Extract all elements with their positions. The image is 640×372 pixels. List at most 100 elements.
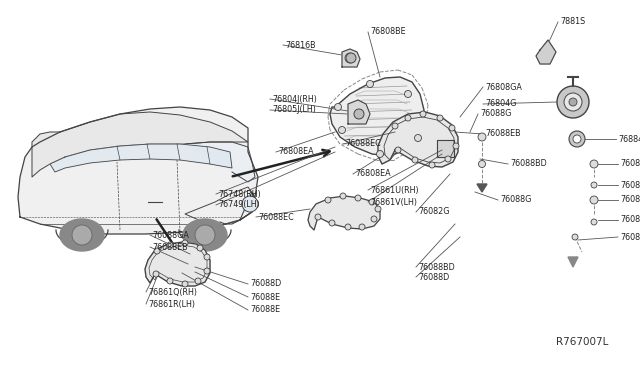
Polygon shape xyxy=(477,184,487,192)
Circle shape xyxy=(182,281,188,287)
Text: 76088D: 76088D xyxy=(620,232,640,241)
Polygon shape xyxy=(32,112,248,177)
Circle shape xyxy=(346,53,356,63)
Text: R767007L: R767007L xyxy=(556,337,609,347)
Polygon shape xyxy=(183,219,227,251)
Polygon shape xyxy=(185,142,255,182)
Polygon shape xyxy=(536,40,556,64)
Text: 76816B: 76816B xyxy=(285,41,316,49)
Text: 76861R(LH): 76861R(LH) xyxy=(148,299,195,308)
Circle shape xyxy=(478,133,486,141)
Circle shape xyxy=(354,109,364,119)
Circle shape xyxy=(590,160,598,168)
Polygon shape xyxy=(342,49,360,67)
Circle shape xyxy=(591,219,597,225)
Text: 76884J: 76884J xyxy=(618,135,640,144)
Polygon shape xyxy=(18,107,258,234)
Text: 76088E: 76088E xyxy=(250,305,280,314)
Circle shape xyxy=(569,131,585,147)
Circle shape xyxy=(376,151,383,157)
Text: 76804J(RH): 76804J(RH) xyxy=(272,94,317,103)
Circle shape xyxy=(412,157,418,163)
Circle shape xyxy=(367,80,374,87)
Polygon shape xyxy=(308,196,380,230)
Circle shape xyxy=(359,224,365,230)
Circle shape xyxy=(420,111,426,117)
Circle shape xyxy=(445,156,451,162)
Text: 76808GA: 76808GA xyxy=(485,83,522,92)
Circle shape xyxy=(573,135,581,143)
Circle shape xyxy=(345,224,351,230)
Polygon shape xyxy=(330,77,424,156)
Circle shape xyxy=(72,225,92,245)
Text: 76088BD: 76088BD xyxy=(510,160,547,169)
Text: 76861Q(RH): 76861Q(RH) xyxy=(148,288,197,296)
Circle shape xyxy=(195,225,215,245)
Circle shape xyxy=(392,123,398,129)
Text: 76088EC: 76088EC xyxy=(345,140,381,148)
Text: 76749(LH): 76749(LH) xyxy=(218,201,260,209)
Text: 76082G: 76082G xyxy=(620,160,640,169)
Text: 76088G: 76088G xyxy=(500,196,531,205)
Circle shape xyxy=(415,135,422,141)
Circle shape xyxy=(242,196,258,212)
Circle shape xyxy=(167,242,173,248)
Polygon shape xyxy=(348,100,370,124)
Circle shape xyxy=(339,126,346,134)
Text: 76861U(RH): 76861U(RH) xyxy=(370,186,419,195)
Circle shape xyxy=(369,199,375,205)
Polygon shape xyxy=(437,140,454,157)
Circle shape xyxy=(590,196,598,204)
Circle shape xyxy=(375,206,381,212)
Circle shape xyxy=(182,240,188,246)
Text: 76088BD: 76088BD xyxy=(418,263,455,272)
Text: 76088G: 76088G xyxy=(480,109,511,119)
Circle shape xyxy=(429,162,435,168)
Text: 76861V(LH): 76861V(LH) xyxy=(370,198,417,206)
Text: 76808BE: 76808BE xyxy=(370,28,406,36)
Text: 76088B: 76088B xyxy=(620,180,640,189)
Text: 76088GA: 76088GA xyxy=(152,231,189,240)
Polygon shape xyxy=(60,219,104,251)
Text: 76088E: 76088E xyxy=(250,292,280,301)
Circle shape xyxy=(154,248,160,254)
Text: 76804G: 76804G xyxy=(485,99,516,109)
Text: 76808EA: 76808EA xyxy=(355,170,390,179)
Circle shape xyxy=(340,193,346,199)
Circle shape xyxy=(335,103,342,110)
Polygon shape xyxy=(145,242,210,286)
Text: 7881S: 7881S xyxy=(560,17,585,26)
Circle shape xyxy=(591,182,597,188)
Circle shape xyxy=(204,268,210,274)
Circle shape xyxy=(371,216,377,222)
Circle shape xyxy=(405,115,411,121)
Circle shape xyxy=(355,195,361,201)
Polygon shape xyxy=(50,144,232,172)
Polygon shape xyxy=(378,112,458,167)
Circle shape xyxy=(197,245,203,251)
Circle shape xyxy=(325,197,331,203)
Text: 76088D: 76088D xyxy=(250,279,281,289)
Circle shape xyxy=(404,90,412,97)
Circle shape xyxy=(153,271,159,277)
Circle shape xyxy=(572,234,578,240)
Circle shape xyxy=(345,53,355,63)
Circle shape xyxy=(329,220,335,226)
Text: 76088D: 76088D xyxy=(418,273,449,282)
Circle shape xyxy=(204,254,210,260)
Text: 76748(RH): 76748(RH) xyxy=(218,189,260,199)
Circle shape xyxy=(569,98,577,106)
Circle shape xyxy=(449,125,455,131)
Circle shape xyxy=(195,278,201,284)
Circle shape xyxy=(395,147,401,153)
Text: 76805J(LH): 76805J(LH) xyxy=(272,106,316,115)
Circle shape xyxy=(564,93,582,111)
Text: 76088EB: 76088EB xyxy=(152,243,188,251)
Text: 76082G: 76082G xyxy=(418,208,449,217)
Text: 76082G: 76082G xyxy=(620,215,640,224)
Circle shape xyxy=(479,160,486,167)
Text: 76808EA: 76808EA xyxy=(278,148,314,157)
Circle shape xyxy=(453,143,459,149)
Circle shape xyxy=(437,115,443,121)
Circle shape xyxy=(167,278,173,284)
